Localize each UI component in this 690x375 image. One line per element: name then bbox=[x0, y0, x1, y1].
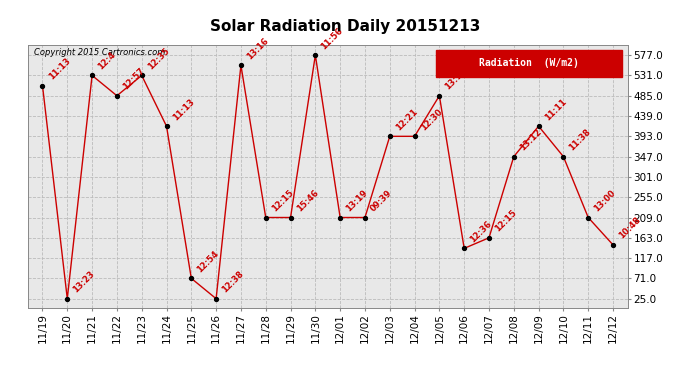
Point bbox=[62, 296, 73, 302]
Point bbox=[459, 245, 470, 251]
FancyBboxPatch shape bbox=[436, 50, 622, 76]
Text: 13:14: 13:14 bbox=[444, 66, 469, 92]
Point bbox=[533, 123, 544, 129]
Point bbox=[186, 275, 197, 281]
Text: 12:57: 12:57 bbox=[121, 66, 146, 92]
Point bbox=[582, 214, 593, 220]
Text: 12:54: 12:54 bbox=[195, 249, 221, 274]
Point bbox=[136, 72, 147, 78]
Point bbox=[161, 123, 172, 129]
Text: 12:15: 12:15 bbox=[493, 208, 518, 234]
Point bbox=[359, 214, 371, 220]
Text: 12:21: 12:21 bbox=[394, 107, 420, 132]
Text: 13:00: 13:00 bbox=[593, 188, 618, 213]
Text: 13:19: 13:19 bbox=[344, 188, 370, 213]
Point bbox=[235, 62, 246, 68]
Text: 11:13: 11:13 bbox=[170, 97, 196, 122]
Point bbox=[484, 235, 495, 241]
Point bbox=[86, 72, 97, 78]
Point bbox=[111, 93, 122, 99]
Text: 13:16: 13:16 bbox=[245, 36, 270, 61]
Text: 12:30: 12:30 bbox=[419, 107, 444, 132]
Point bbox=[558, 154, 569, 160]
Text: Radiation  (W/m2): Radiation (W/m2) bbox=[479, 58, 579, 68]
Point bbox=[335, 214, 346, 220]
Point bbox=[384, 134, 395, 140]
Text: 11:56: 11:56 bbox=[319, 26, 345, 51]
Point bbox=[607, 242, 618, 248]
Text: 12:4: 12:4 bbox=[97, 50, 117, 71]
Point bbox=[210, 296, 221, 302]
Text: 10:48: 10:48 bbox=[617, 216, 642, 241]
Text: 15:46: 15:46 bbox=[295, 188, 320, 213]
Text: Solar Radiation Daily 20151213: Solar Radiation Daily 20151213 bbox=[210, 19, 480, 34]
Point bbox=[260, 214, 271, 220]
Text: 13:23: 13:23 bbox=[72, 269, 97, 294]
Text: 11:11: 11:11 bbox=[543, 97, 568, 122]
Point bbox=[285, 214, 296, 220]
Point bbox=[509, 154, 520, 160]
Point bbox=[409, 134, 420, 140]
Point bbox=[434, 93, 445, 99]
Text: 12:38: 12:38 bbox=[220, 269, 246, 294]
Point bbox=[310, 52, 321, 58]
Text: 11:13: 11:13 bbox=[47, 56, 72, 81]
Text: 12:35: 12:35 bbox=[146, 46, 171, 71]
Text: 09:39: 09:39 bbox=[369, 188, 394, 213]
Text: 12:15: 12:15 bbox=[270, 188, 295, 213]
Text: Copyright 2015 Cartronics.com: Copyright 2015 Cartronics.com bbox=[34, 48, 165, 57]
Text: 13:12: 13:12 bbox=[518, 127, 543, 153]
Text: 11:38: 11:38 bbox=[568, 127, 593, 153]
Point bbox=[37, 82, 48, 88]
Text: 12:36: 12:36 bbox=[469, 219, 493, 244]
